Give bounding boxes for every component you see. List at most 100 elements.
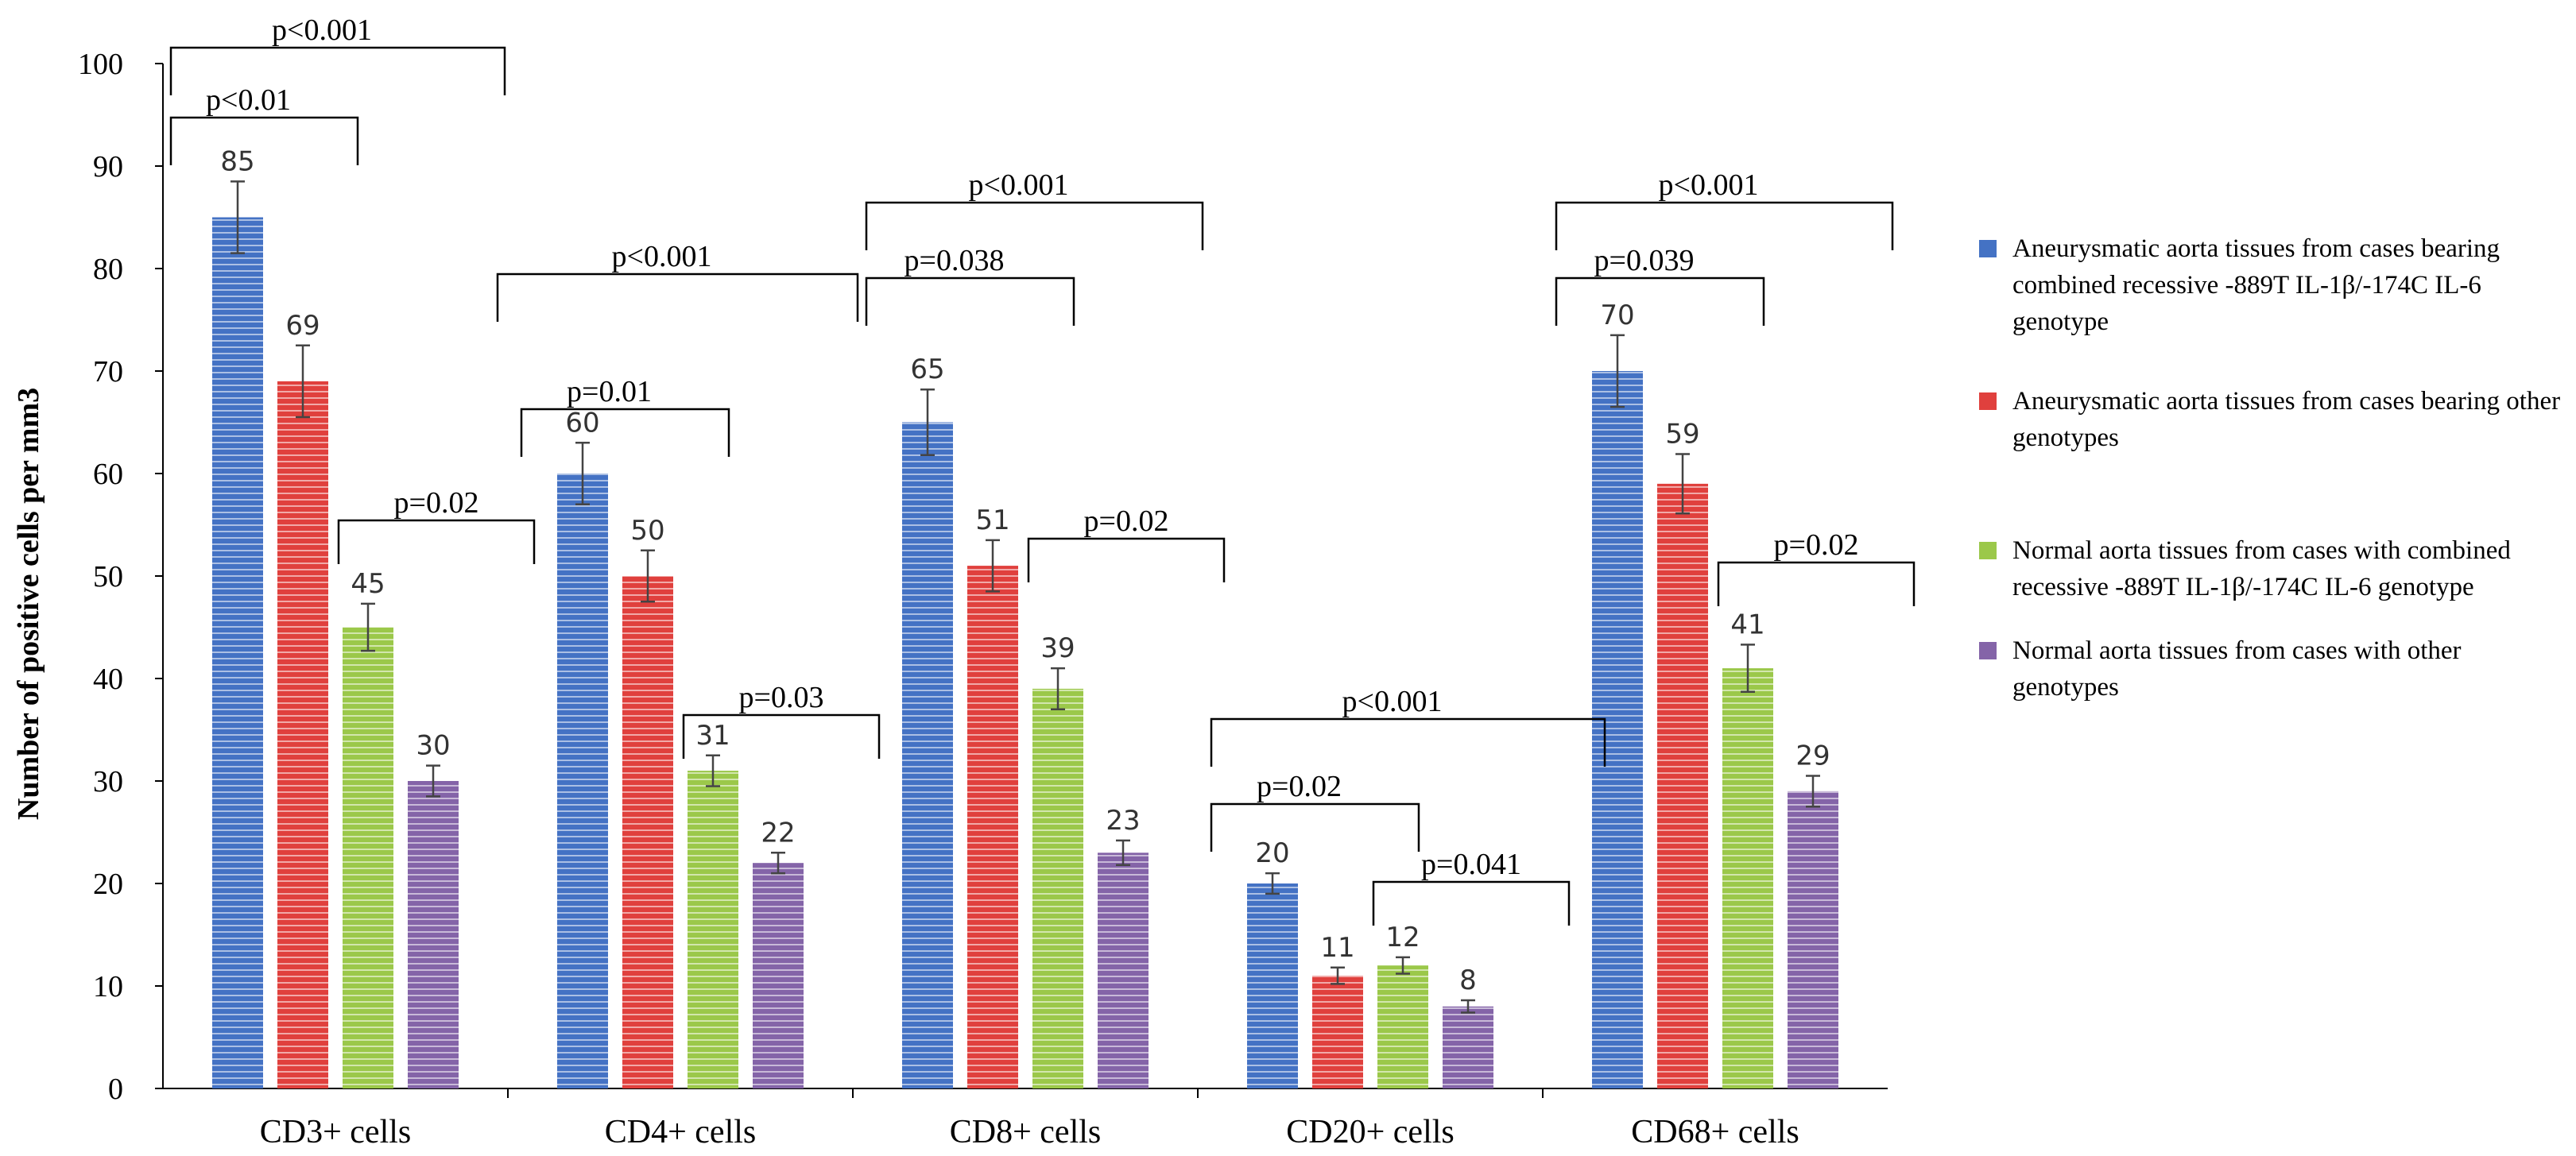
bar-texture xyxy=(277,381,328,1088)
p-value-label: p<0.01 xyxy=(206,83,291,117)
p-value-label: p=0.02 xyxy=(394,486,479,520)
bar-texture xyxy=(753,863,804,1088)
y-axis-label: Number of positive cells per mm3 xyxy=(12,388,45,820)
y-tick-label: 100 xyxy=(78,48,123,81)
y-tick-label: 70 xyxy=(93,355,123,389)
data-label: 23 xyxy=(1106,805,1140,837)
bar-texture xyxy=(967,566,1018,1088)
p-value-label: p=0.03 xyxy=(739,681,824,714)
bar-texture xyxy=(1657,483,1708,1088)
legend-item: Aneurysmatic aorta tissues from cases be… xyxy=(1979,383,2567,456)
legend-item: Aneurysmatic aorta tissues from cases be… xyxy=(1979,230,2567,340)
significance-bracket xyxy=(520,408,730,457)
p-value-label: p<0.001 xyxy=(969,168,1069,202)
p-value-label: p=0.041 xyxy=(1421,848,1521,881)
bar-texture xyxy=(1098,853,1149,1088)
data-label: 59 xyxy=(1665,418,1699,450)
y-tick-label: 90 xyxy=(93,150,123,184)
p-value-label: p=0.038 xyxy=(905,244,1005,277)
data-label: 29 xyxy=(1795,740,1830,772)
data-label: 31 xyxy=(695,720,730,752)
y-tick-label: 50 xyxy=(93,560,123,593)
p-value-label: p=0.02 xyxy=(1774,528,1859,562)
bar-texture xyxy=(622,576,673,1088)
significance-bracket xyxy=(865,201,1204,250)
bar-texture xyxy=(212,217,263,1088)
legend-label: Normal aorta tissues from cases with oth… xyxy=(2012,636,2462,702)
p-value-label: p=0.039 xyxy=(1594,244,1695,277)
bar-texture xyxy=(1788,791,1838,1088)
y-tick-label: 20 xyxy=(93,868,123,901)
bar-texture xyxy=(557,474,608,1088)
significance-bracket xyxy=(1717,561,1916,606)
legend-item: Normal aorta tissues from cases with oth… xyxy=(1979,632,2567,706)
bar-texture xyxy=(902,422,953,1088)
y-tick-label: 0 xyxy=(108,1073,123,1106)
y-tick-label: 60 xyxy=(93,458,123,491)
bar-texture xyxy=(1377,965,1428,1088)
legend-label: Normal aorta tissues from cases with com… xyxy=(2012,536,2511,601)
legend-item: Normal aorta tissues from cases with com… xyxy=(1979,532,2567,605)
data-label: 51 xyxy=(975,505,1009,536)
significance-bracket xyxy=(1210,802,1420,852)
data-label: 65 xyxy=(910,354,944,385)
legend-label: Aneurysmatic aorta tissues from cases be… xyxy=(2012,234,2500,336)
significance-bracket xyxy=(1555,201,1894,250)
p-value-label: p<0.001 xyxy=(612,240,712,273)
significance-bracket xyxy=(1027,537,1226,582)
p-value-label: p=0.02 xyxy=(1257,770,1342,803)
bar-texture xyxy=(1032,688,1083,1088)
significance-bracket xyxy=(337,519,536,564)
bar-texture xyxy=(1312,976,1363,1088)
bar-texture xyxy=(1443,1006,1493,1088)
p-value-label: p=0.01 xyxy=(567,375,652,408)
legend-swatch-green xyxy=(1979,542,1997,559)
p-value-label: p=0.02 xyxy=(1084,505,1169,538)
p-value-label: p<0.001 xyxy=(272,14,372,47)
significance-bracket xyxy=(1555,276,1765,326)
y-tick-label: 10 xyxy=(93,970,123,1003)
x-category-label: CD20+ cells xyxy=(1286,1114,1455,1150)
significance-bracket xyxy=(1210,717,1606,767)
bar-texture xyxy=(1722,668,1773,1088)
data-label: 30 xyxy=(416,730,450,762)
data-label: 22 xyxy=(761,817,795,849)
bar-texture xyxy=(408,781,459,1088)
x-category-label: CD4+ cells xyxy=(605,1114,757,1150)
bar-texture xyxy=(688,771,738,1088)
bar-texture xyxy=(1247,883,1298,1088)
data-label: 20 xyxy=(1255,837,1289,869)
x-category-label: CD3+ cells xyxy=(260,1114,412,1150)
y-tick-label: 80 xyxy=(93,253,123,286)
legend-label: Aneurysmatic aorta tissues from cases be… xyxy=(2012,387,2561,452)
data-label: 8 xyxy=(1459,965,1477,996)
data-label: 12 xyxy=(1385,922,1420,953)
significance-bracket xyxy=(169,46,506,95)
legend-swatch-purple xyxy=(1979,642,1997,659)
significance-bracket xyxy=(169,116,359,165)
bar-texture xyxy=(343,627,393,1088)
legend-swatch-red xyxy=(1979,392,1997,410)
data-label: 45 xyxy=(351,568,385,600)
data-label: 85 xyxy=(220,145,254,177)
bar-texture xyxy=(1592,371,1643,1088)
y-tick-label: 30 xyxy=(93,765,123,798)
data-label: 60 xyxy=(565,407,599,439)
significance-bracket xyxy=(682,713,881,759)
data-label: 41 xyxy=(1730,609,1764,640)
p-value-label: p<0.001 xyxy=(1342,685,1443,718)
significance-bracket xyxy=(1372,880,1571,926)
y-tick-label: 40 xyxy=(93,663,123,696)
legend: Aneurysmatic aorta tissues from cases be… xyxy=(1979,230,2567,706)
x-category-label: CD8+ cells xyxy=(950,1114,1102,1150)
data-label: 69 xyxy=(285,310,320,342)
significance-bracket xyxy=(496,273,859,322)
data-label: 50 xyxy=(630,515,664,547)
data-label: 39 xyxy=(1040,632,1075,664)
legend-swatch-blue xyxy=(1979,240,1997,257)
p-value-label: p<0.001 xyxy=(1659,168,1759,202)
significance-bracket xyxy=(865,276,1075,326)
data-label: 11 xyxy=(1320,932,1354,964)
x-category-label: CD68+ cells xyxy=(1631,1114,1799,1150)
